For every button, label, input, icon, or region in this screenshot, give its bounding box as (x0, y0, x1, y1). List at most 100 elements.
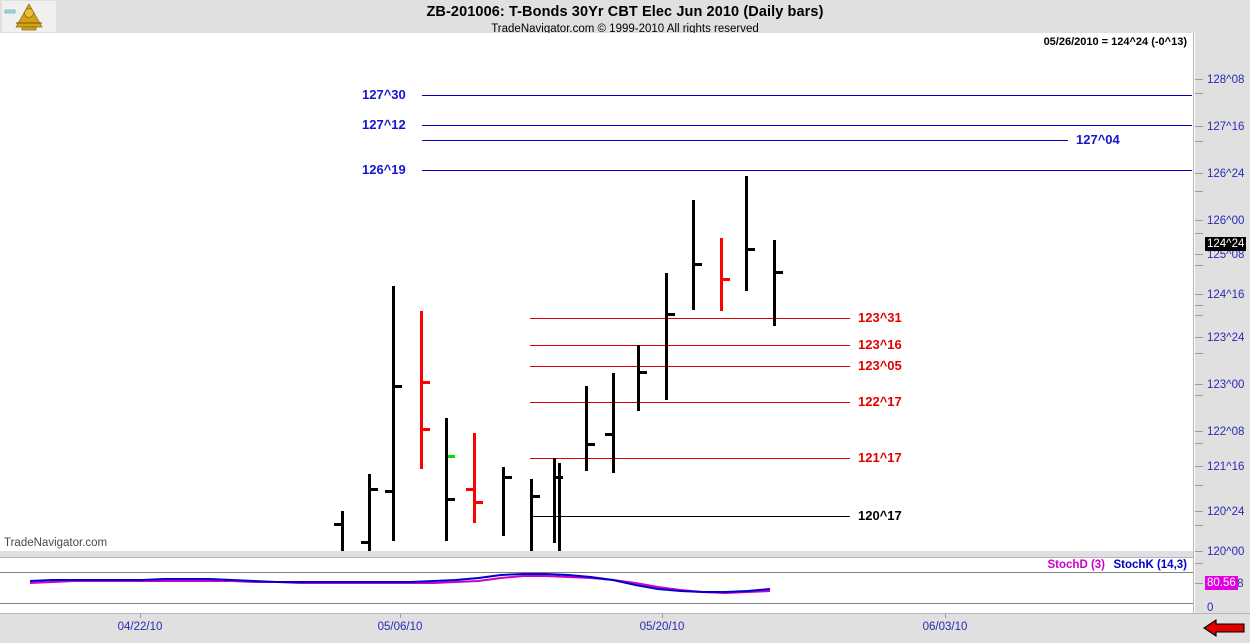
price-level-line[interactable] (422, 95, 1192, 96)
bar-high-low (368, 474, 371, 551)
price-level-line[interactable] (530, 458, 850, 459)
price-axis-tick (1195, 220, 1203, 221)
bar-high-low (530, 479, 533, 551)
bar-close-tick (371, 488, 378, 491)
bar-close-tick (640, 371, 647, 374)
price-axis-label: 122^08 (1207, 426, 1245, 438)
price-axis-label: 126^24 (1207, 168, 1245, 180)
bar-open-tick (605, 433, 612, 436)
price-level-label[interactable]: 127^04 (1076, 132, 1120, 147)
price-axis-label: 128^08 (1207, 74, 1245, 86)
bar-high-low (445, 418, 448, 541)
price-axis-tick (1195, 294, 1203, 295)
bar-high-low (502, 467, 505, 536)
stochd-line (29, 575, 771, 595)
price-level-line[interactable] (530, 366, 850, 367)
price-axis-minor-tick (1195, 93, 1203, 94)
price-level-label[interactable]: 126^19 (362, 162, 406, 177)
bar-close-tick (533, 495, 540, 498)
price-axis-minor-tick (1195, 443, 1203, 444)
bar-close-tick (723, 278, 730, 281)
price-axis-label: 120^24 (1207, 506, 1245, 518)
bar-close-tick (423, 381, 430, 384)
price-level-line[interactable] (530, 345, 850, 346)
stochd-legend: StochD (3) (1047, 559, 1106, 571)
price-axis-tick (1195, 583, 1203, 584)
bar-close-tick (448, 498, 455, 501)
stochastic-value-badge: 80.56 (1205, 576, 1238, 590)
price-level-label[interactable]: 120^17 (858, 508, 902, 523)
price-axis-minor-tick (1195, 315, 1203, 316)
watermark-label: TradeNavigator.com (4, 537, 108, 549)
bar-high-low (553, 458, 556, 543)
stochastic-indicator-pane[interactable]: StochD (3) StochK (14,3) (0, 557, 1194, 613)
bar-high-low (745, 176, 748, 291)
bar-high-low (473, 433, 476, 523)
price-level-line[interactable] (530, 516, 850, 517)
price-level-label[interactable]: 127^30 (362, 87, 406, 102)
bar-high-low (720, 238, 723, 311)
price-axis-tick (1195, 79, 1203, 80)
indicator-gridline (0, 603, 1193, 604)
price-axis-tick (1195, 254, 1203, 255)
price-axis-minor-tick (1195, 563, 1203, 564)
time-axis[interactable]: 04/22/10 05/06/10 05/20/10 06/03/10 (0, 613, 1250, 643)
bar-high-low (585, 386, 588, 471)
price-level-line[interactable] (422, 170, 1192, 171)
bar-open-tick (334, 523, 341, 526)
bar-high-low (665, 273, 668, 400)
indicator-gridline (0, 572, 1193, 573)
sextant-logo-icon (2, 1, 56, 32)
bar-high-low (558, 463, 561, 551)
price-axis-minor-tick (1195, 353, 1203, 354)
price-axis-minor-tick (1195, 525, 1203, 526)
time-axis-label: 05/20/10 (639, 621, 685, 633)
bar-open-tick (466, 488, 473, 491)
price-axis-label: 126^00 (1207, 215, 1245, 227)
time-axis-tick (662, 614, 663, 618)
stochk-line (29, 573, 771, 593)
bar-high-low (392, 286, 395, 541)
bar-high-low (420, 311, 423, 469)
price-level-label[interactable]: 123^16 (858, 337, 902, 352)
price-axis-tick (1195, 173, 1203, 174)
price-axis-label: 123^24 (1207, 332, 1245, 344)
bar-close-tick (695, 263, 702, 266)
price-level-label[interactable]: 127^12 (362, 117, 406, 132)
price-level-line[interactable] (530, 318, 850, 319)
bar-close-tick (776, 271, 783, 274)
time-axis-tick (140, 614, 141, 618)
price-axis-label: 123^00 (1207, 379, 1245, 391)
price-level-line[interactable] (422, 125, 1192, 126)
bar-close-tick (476, 501, 483, 504)
price-axis-label: 124^16 (1207, 289, 1245, 301)
bar-close-tick (395, 385, 402, 388)
price-level-label[interactable]: 123^05 (858, 358, 902, 373)
quote-readout: 05/26/2010 = 124^24 (-0^13) (1043, 36, 1187, 48)
price-axis-tick (1195, 551, 1203, 552)
price-axis-label: 120^00 (1207, 546, 1245, 558)
time-axis-tick (400, 614, 401, 618)
bar-high-low (773, 240, 776, 326)
price-level-label[interactable]: 121^17 (858, 450, 902, 465)
price-axis[interactable]: 128^08 127^16 126^24 126^00 125^08 124^16 123^… (1195, 33, 1250, 613)
price-axis-minor-tick (1195, 141, 1203, 142)
bar-high-low (637, 345, 640, 411)
price-axis-minor-tick (1195, 485, 1203, 486)
time-axis-label: 05/06/10 (377, 621, 423, 633)
price-axis-tick (1195, 337, 1203, 338)
pane-divider (0, 551, 1194, 557)
price-level-line[interactable] (422, 140, 1068, 141)
bar-close-tick (668, 313, 675, 316)
bar-close-tick (588, 443, 595, 446)
arrow-left-icon[interactable] (1202, 618, 1246, 638)
price-level-line[interactable] (530, 402, 850, 403)
bar-close-tick (748, 248, 755, 251)
price-level-label[interactable]: 123^31 (858, 310, 902, 325)
price-plot-area[interactable]: 05/26/2010 = 124^24 (-0^13) TradeNavigat… (0, 33, 1194, 551)
price-level-label[interactable]: 122^17 (858, 394, 902, 409)
price-axis-tick (1195, 431, 1203, 432)
price-axis-tick (1195, 511, 1203, 512)
bar-close-tick (423, 428, 430, 431)
